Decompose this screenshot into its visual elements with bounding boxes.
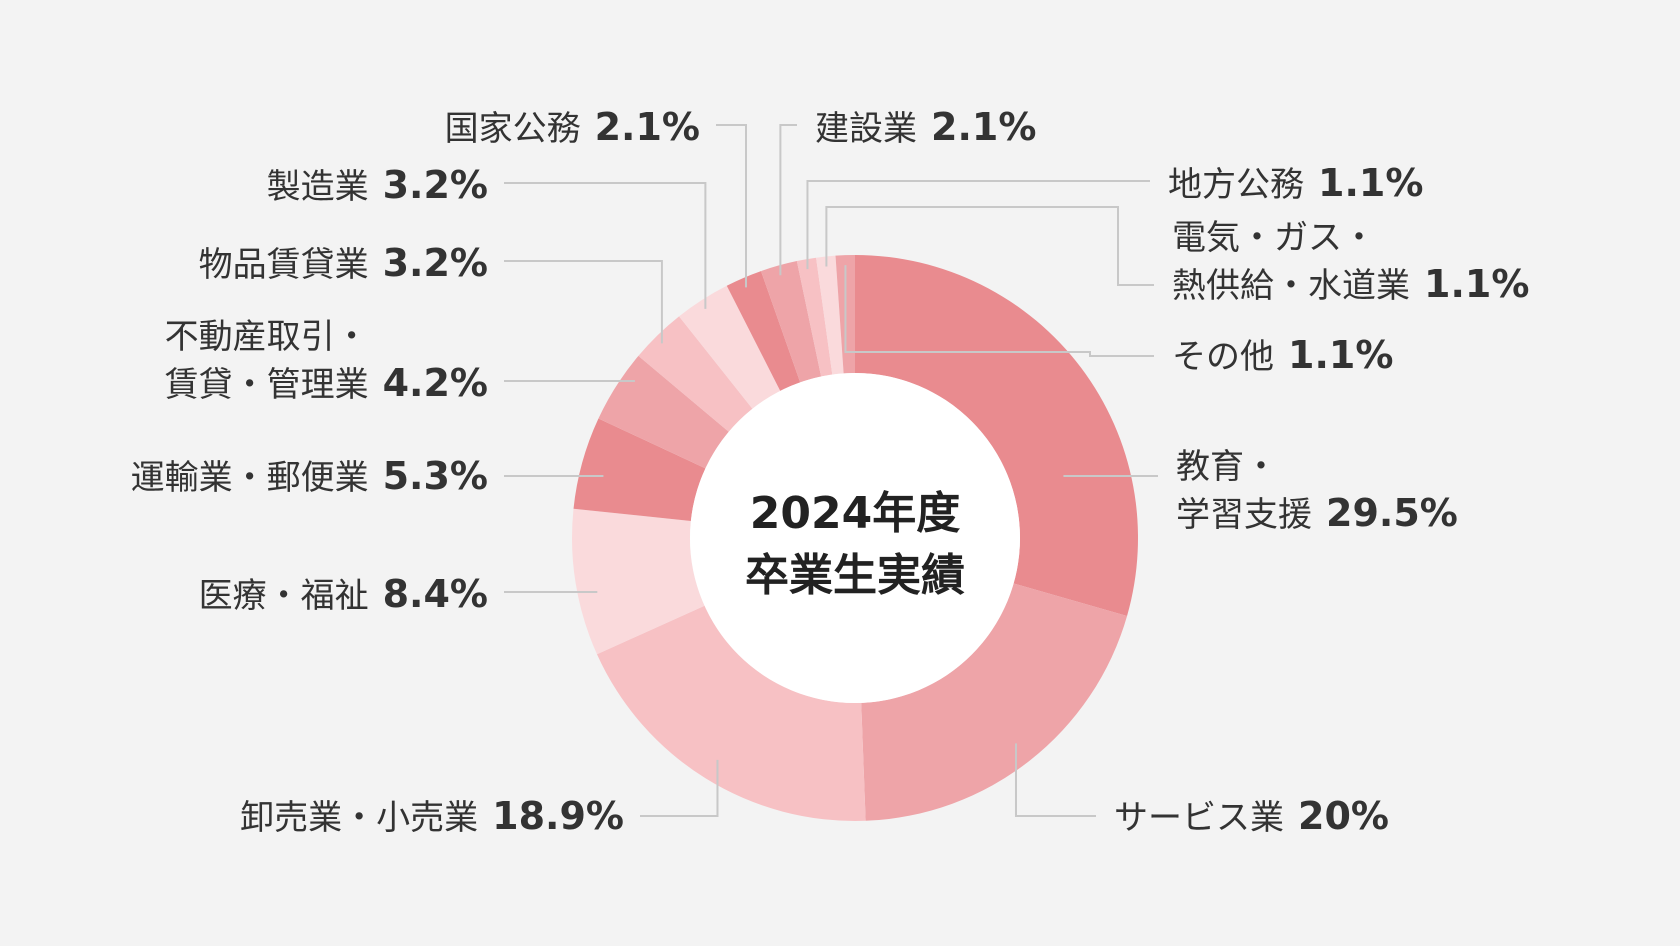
slice-label-2-line-0: 卸売業・小売業: [240, 798, 478, 838]
slice-value-1: 20%: [1298, 794, 1389, 838]
slice-label-12-line-0: その他: [1172, 337, 1274, 377]
slice-value-0: 29.5%: [1326, 491, 1458, 535]
slice-label-6-line-0: 物品賃貸業: [199, 245, 369, 285]
slice-labels: 教育・学習支援 29.5% サービス業 20% 卸売業・小売業 18.9% 医療・福祉 8.4…: [131, 105, 1530, 838]
leader-line-11: [825, 206, 1154, 286]
center-title-line-2: 卒業生実績: [745, 550, 965, 601]
slice-value-8: 2.1%: [595, 105, 700, 149]
leader-line-12: [844, 265, 1154, 357]
slice-8: [726, 271, 801, 391]
slice-label-0-line-0: 教育・: [1176, 447, 1278, 487]
slice-0: [855, 255, 1138, 616]
slice-label-4-line-0: 運輸業・郵便業: [131, 458, 369, 498]
slice-6: [638, 316, 753, 432]
slice-label-3-line-0: 医療・福祉: [199, 576, 369, 616]
slice-label-5-line-0: 不動産取引・: [165, 317, 369, 357]
slice-11: [816, 255, 844, 375]
slice-label-9-line-0: 建設業: [815, 109, 917, 149]
slice-2: [596, 605, 866, 821]
slice-value-4: 5.3%: [383, 454, 488, 498]
slice-7: [679, 285, 781, 409]
leader-line-7: [504, 182, 707, 309]
slice-4: [573, 418, 706, 521]
slice-value-9: 2.1%: [931, 105, 1036, 149]
leader-line-2: [640, 759, 719, 817]
slice-label-7-line-0: 製造業: [267, 167, 369, 207]
slice-value-3: 8.4%: [383, 572, 488, 616]
slice-label-10-line-0: 地方公務: [1168, 165, 1304, 205]
slice-label-1-line-0: サービス業: [1114, 798, 1284, 838]
slice-label-0-line-1: 学習支援: [1176, 495, 1312, 535]
slice-value-10: 1.1%: [1318, 161, 1423, 205]
slice-10: [796, 257, 833, 377]
slice-value-2: 18.9%: [492, 794, 624, 838]
leader-line-8: [716, 124, 747, 288]
center-title-line-1: 2024年度: [750, 488, 960, 539]
leader-lines: [504, 124, 1158, 817]
slice-value-12: 1.1%: [1288, 333, 1393, 377]
slice-3: [572, 508, 705, 655]
leader-line-6: [504, 260, 663, 344]
slice-label-5-line-1: 賃貸・管理業: [165, 365, 369, 405]
slice-label-8-line-0: 国家公務: [445, 109, 581, 149]
slice-label-11-line-0: 電気・ガス・: [1172, 218, 1376, 258]
leader-line-1: [1014, 743, 1096, 817]
slice-5: [598, 355, 729, 469]
slice-9: [760, 261, 822, 383]
slice-value-6: 3.2%: [383, 241, 488, 285]
leader-line-9: [779, 124, 797, 276]
slice-1: [861, 583, 1128, 821]
donut-slices: [572, 255, 1138, 821]
slice-label-11-line-1: 熱供給・水道業: [1172, 266, 1410, 306]
donut-hole: [690, 373, 1020, 703]
slice-value-7: 3.2%: [383, 163, 488, 207]
slice-value-11: 1.1%: [1424, 262, 1529, 306]
slice-value-5: 4.2%: [383, 361, 488, 405]
leader-line-10: [806, 180, 1150, 270]
